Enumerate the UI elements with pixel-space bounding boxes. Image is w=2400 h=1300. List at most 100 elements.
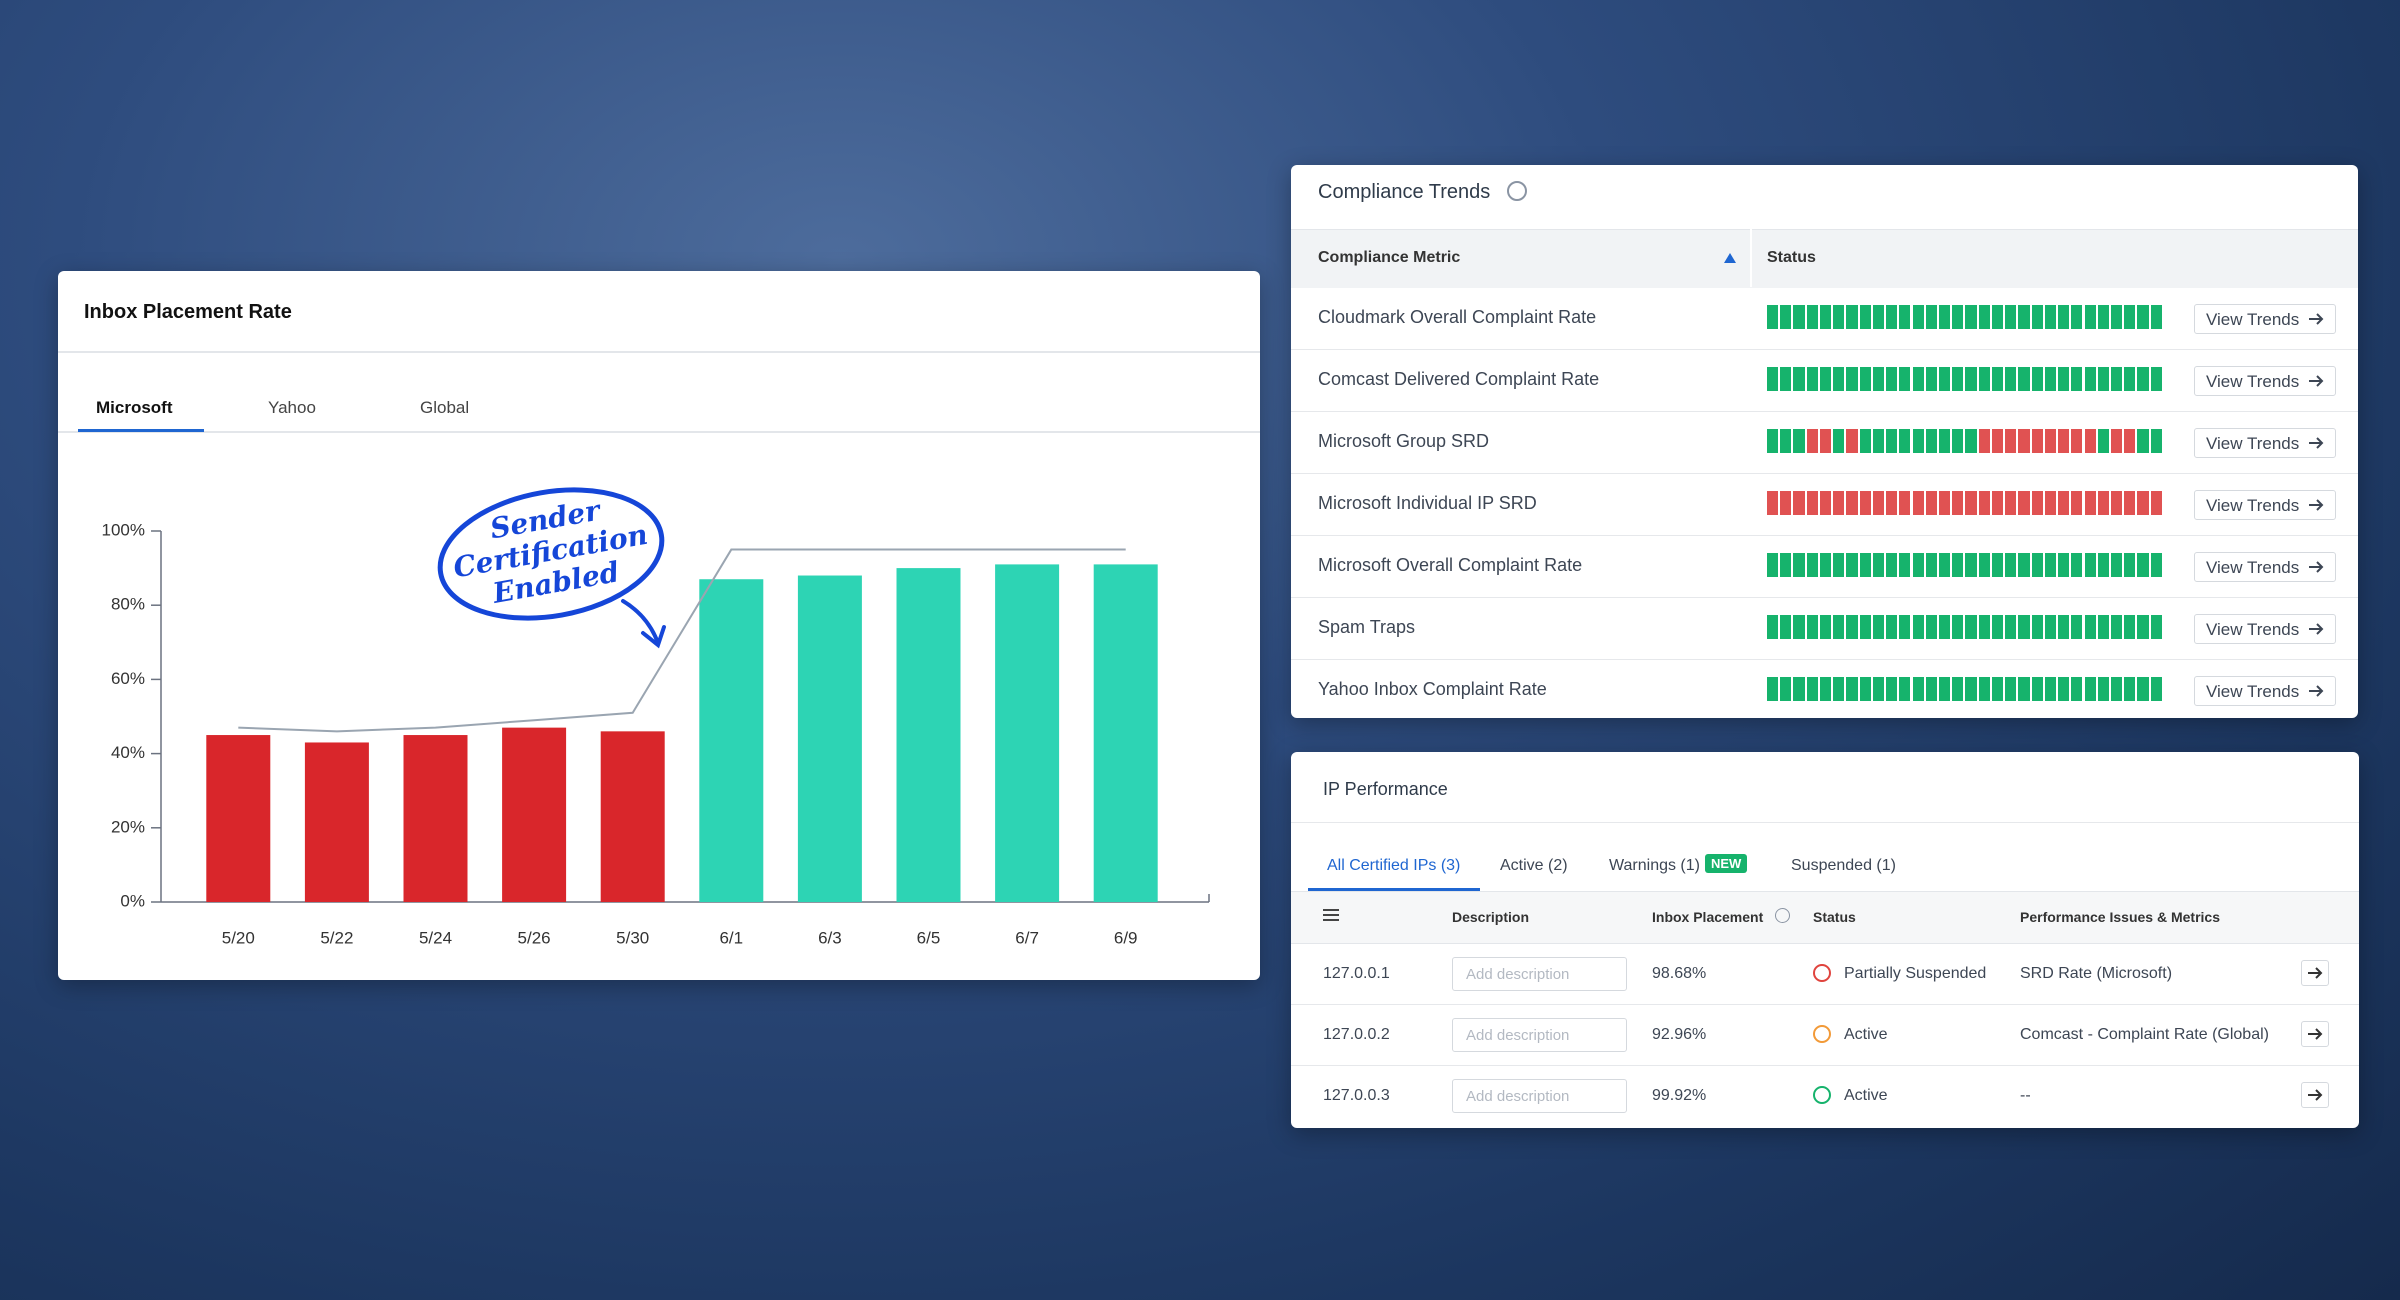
status-cell xyxy=(2150,491,2162,515)
y-tick-label: 0% xyxy=(120,891,145,910)
status-cell xyxy=(1833,491,1845,515)
status-cell xyxy=(1912,615,1924,639)
view-trends-button[interactable]: View Trends xyxy=(2194,676,2336,706)
description-input[interactable]: Add description xyxy=(1452,1018,1627,1052)
status-cell xyxy=(2124,491,2136,515)
status-cell xyxy=(2097,615,2109,639)
status-cell xyxy=(2005,429,2017,453)
status-cell xyxy=(1978,553,1990,577)
chart-tab[interactable]: Yahoo xyxy=(268,398,316,417)
status-cell xyxy=(2018,305,2030,329)
status-cell xyxy=(2058,305,2070,329)
arrow-shape xyxy=(2309,685,2324,697)
status-cell xyxy=(1806,491,1818,515)
view-trends-button[interactable]: View Trends xyxy=(2194,428,2336,458)
status-cell xyxy=(2084,429,2096,453)
status-cell xyxy=(2071,429,2083,453)
status-cell xyxy=(1833,305,1845,329)
status-cell xyxy=(1859,491,1871,515)
chart: 0% 20% 40% 60% 80% 100% 5/20 5/22 5/24 5/26 5/30 6/… xyxy=(102,487,1210,947)
ip-tab[interactable]: Warnings (1) xyxy=(1609,857,1700,874)
status-cell xyxy=(1938,367,1951,391)
status-cell xyxy=(1899,677,1911,701)
status-cell xyxy=(1978,615,1990,639)
status-cell xyxy=(1767,491,1779,515)
ip-tab[interactable]: Active (2) xyxy=(1500,857,1568,874)
column-header[interactable]: Compliance Metric xyxy=(1318,249,1461,266)
status-cell xyxy=(1925,615,1937,639)
arrow-shape xyxy=(2309,623,2324,635)
status-cell xyxy=(2110,677,2123,701)
divider xyxy=(1291,822,2359,823)
bar xyxy=(403,735,468,902)
status-cell xyxy=(1859,615,1871,639)
status-cell xyxy=(1965,305,1977,329)
status-cell xyxy=(1978,491,1990,515)
status-strip xyxy=(1767,491,2164,515)
x-tick-label: 5/20 xyxy=(222,928,255,947)
status-cell xyxy=(2044,305,2057,329)
status-cell xyxy=(1886,677,1898,701)
view-trends-button[interactable]: View Trends xyxy=(2194,552,2336,582)
status-cell xyxy=(1925,367,1937,391)
annotation-arrow xyxy=(621,599,666,649)
status-cell xyxy=(1938,491,1951,515)
arrow-icon xyxy=(2308,1089,2323,1101)
metric-name: Microsoft Overall Complaint Rate xyxy=(1318,555,1583,575)
bar xyxy=(896,568,961,902)
row-arrow-button[interactable] xyxy=(2301,960,2329,986)
status-cell xyxy=(2084,677,2096,701)
header-row xyxy=(1291,229,2358,288)
button-label: View Trends xyxy=(2206,372,2300,391)
status-cell xyxy=(1806,553,1818,577)
status-cell xyxy=(1912,367,1924,391)
status-cell xyxy=(1912,491,1924,515)
ip-performance-panel: IP Performance All Certified IPs (3) Activ… xyxy=(1291,752,2359,1128)
description-input[interactable]: Add description xyxy=(1452,957,1627,991)
arrow-shape xyxy=(2309,437,2324,449)
status-cell xyxy=(1780,367,1792,391)
chart-tab[interactable]: Microsoft xyxy=(96,398,173,417)
status-cell xyxy=(1978,677,1990,701)
status-cell xyxy=(1886,305,1898,329)
status-cell xyxy=(1859,553,1871,577)
status-cell xyxy=(2058,367,2070,391)
status-cell xyxy=(1780,553,1792,577)
status-cell xyxy=(1899,615,1911,639)
description-input[interactable]: Add description xyxy=(1452,1079,1627,1113)
panel-title: Inbox Placement Rate xyxy=(84,301,292,323)
x-tick-label: 6/5 xyxy=(917,928,941,947)
status-text: Active xyxy=(1844,1087,1888,1104)
status-cell xyxy=(1872,305,1885,329)
status-cell xyxy=(2031,305,2043,329)
view-trends-button[interactable]: View Trends xyxy=(2194,614,2336,644)
chart-tab[interactable]: Global xyxy=(420,398,470,417)
status-cell xyxy=(1886,429,1898,453)
status-cell xyxy=(1846,429,1858,453)
row-divider xyxy=(1291,1065,2359,1066)
status-cell xyxy=(2031,677,2043,701)
active-tab-underline xyxy=(78,429,204,432)
status-cell xyxy=(2005,615,2017,639)
view-trends-button[interactable]: View Trends xyxy=(2194,366,2336,396)
status-cell xyxy=(1793,677,1805,701)
arrow-shape xyxy=(2308,1089,2323,1101)
status-cell xyxy=(1819,553,1832,577)
status-cell xyxy=(2031,491,2043,515)
button-label: View Trends xyxy=(2206,310,2300,329)
ip-tab[interactable]: Suspended (1) xyxy=(1791,857,1896,874)
arrow-icon xyxy=(2309,499,2324,511)
status-cell xyxy=(1872,553,1885,577)
status-cell xyxy=(2084,305,2096,329)
view-trends-button[interactable]: View Trends xyxy=(2194,490,2336,520)
status-cell xyxy=(1912,553,1924,577)
status-cell xyxy=(1859,429,1871,453)
view-trends-button[interactable]: View Trends xyxy=(2194,304,2336,334)
status-cell xyxy=(1965,677,1977,701)
ip-tab[interactable]: All Certified IPs (3) xyxy=(1327,857,1461,874)
status-cell xyxy=(1925,429,1937,453)
row-arrow-button[interactable] xyxy=(2301,1082,2329,1108)
row-arrow-button[interactable] xyxy=(2301,1021,2329,1047)
x-tick-label: 6/3 xyxy=(818,928,842,947)
